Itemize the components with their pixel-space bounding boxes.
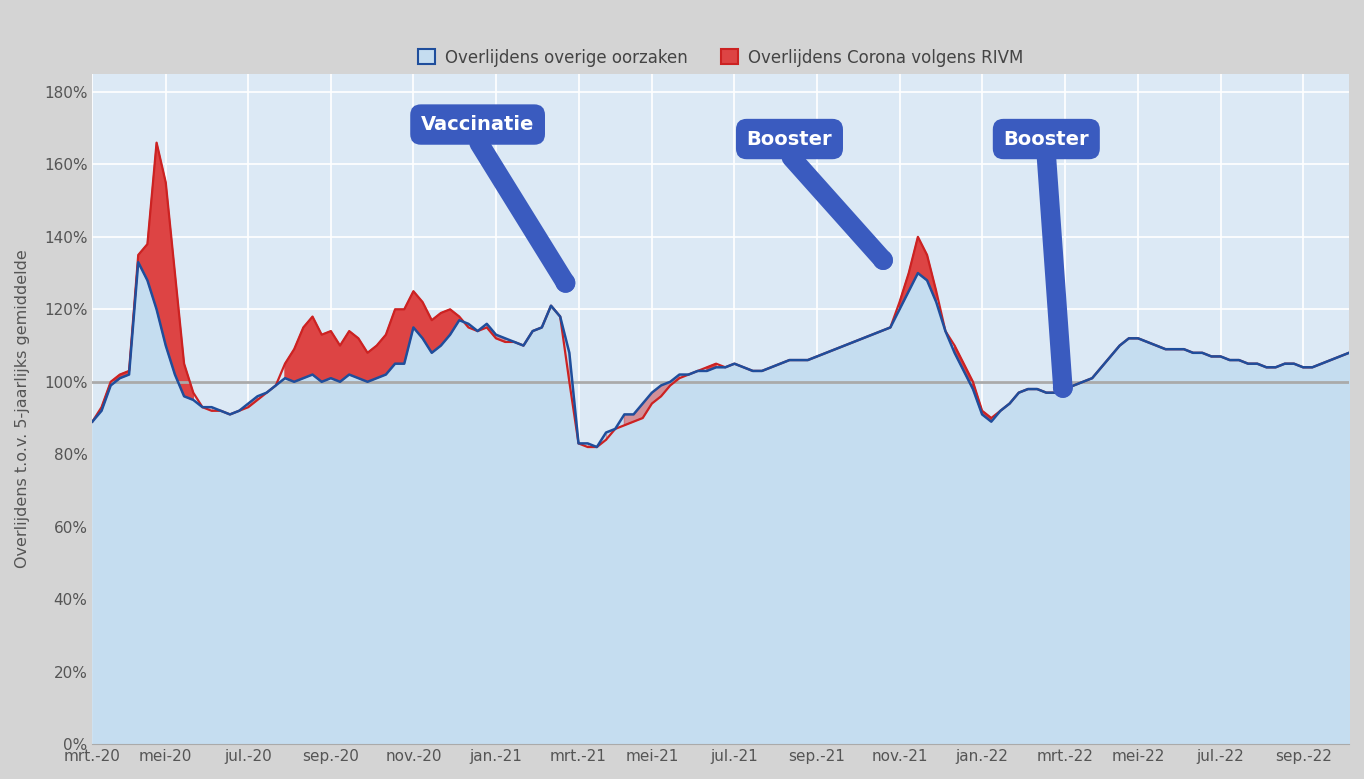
Text: Vaccinatie: Vaccinatie: [421, 115, 577, 301]
Text: Booster: Booster: [746, 129, 898, 277]
Legend: Overlijdens overige oorzaken, Overlijdens Corona volgens RIVM: Overlijdens overige oorzaken, Overlijden…: [412, 42, 1030, 73]
Y-axis label: Overlijdens t.o.v. 5-jaarlijks gemiddelde: Overlijdens t.o.v. 5-jaarlijks gemiddeld…: [15, 249, 30, 569]
Text: Booster: Booster: [1004, 129, 1088, 410]
